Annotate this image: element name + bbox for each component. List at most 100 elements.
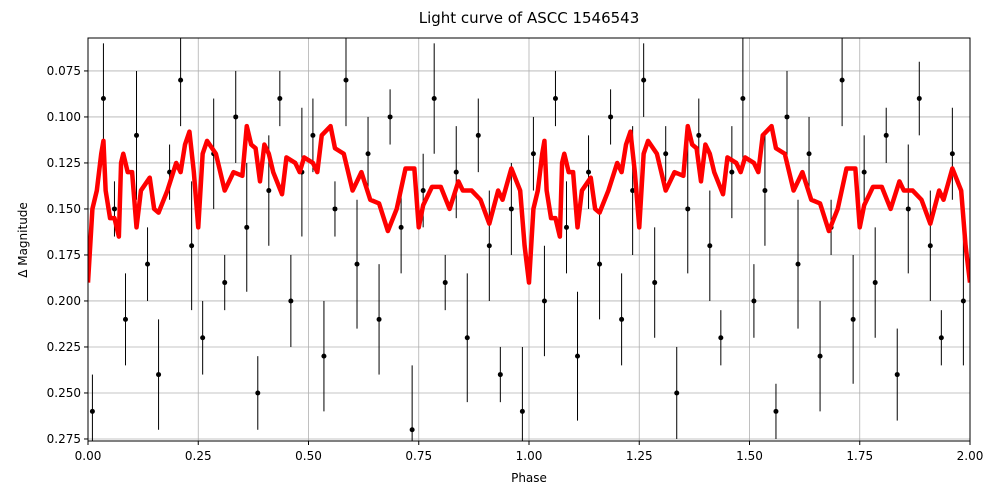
axes: 0.00 0.25 0.50 0.75 1.00 1.25 1.50 1.75 2.00 0.07…	[47, 64, 984, 463]
data-point	[729, 169, 735, 175]
data-point	[288, 298, 294, 304]
data-point	[927, 243, 933, 249]
x-tick-label: 1.00	[516, 449, 543, 463]
y-tick-label: 0.275	[47, 432, 81, 446]
y-tick-label: 0.250	[47, 386, 81, 400]
data-point	[718, 335, 724, 341]
data-point	[685, 206, 691, 212]
data-point	[156, 372, 162, 378]
x-tick-label: 1.50	[736, 449, 763, 463]
data-point	[641, 77, 647, 83]
data-point	[244, 224, 250, 230]
data-point	[519, 408, 525, 414]
x-tick-label: 0.25	[185, 449, 212, 463]
data-point	[134, 132, 140, 138]
data-point	[409, 427, 415, 433]
data-point	[773, 408, 779, 414]
data-point	[872, 280, 878, 286]
data-point	[420, 188, 426, 194]
data-point	[464, 335, 470, 341]
data-point	[122, 316, 128, 322]
data-point	[762, 188, 768, 194]
y-tick-label: 0.175	[47, 248, 81, 262]
data-point	[431, 96, 437, 102]
data-point	[707, 243, 713, 249]
data-point	[740, 96, 746, 102]
data-point	[387, 114, 393, 120]
data-point	[321, 353, 327, 359]
y-tick-label: 0.075	[47, 64, 81, 78]
data-point	[861, 169, 867, 175]
data-point	[817, 353, 823, 359]
data-point	[100, 96, 106, 102]
data-point	[608, 114, 614, 120]
data-point	[894, 372, 900, 378]
data-point	[89, 408, 95, 414]
data-point	[850, 316, 856, 322]
chart-title: Light curve of ASCC 1546543	[419, 9, 640, 27]
data-point	[806, 151, 812, 157]
y-tick-label: 0.150	[47, 202, 81, 216]
data-point	[541, 298, 547, 304]
data-point	[398, 224, 404, 230]
data-point	[222, 280, 228, 286]
x-tick-label: 0.00	[75, 449, 102, 463]
data-point	[310, 132, 316, 138]
y-axis-label: Δ Magnitude	[16, 202, 30, 278]
x-tick-label: 0.75	[405, 449, 432, 463]
data-point	[960, 298, 966, 304]
data-point	[795, 261, 801, 267]
data-point	[563, 224, 569, 230]
data-point	[630, 188, 636, 194]
data-point	[442, 280, 448, 286]
data-point	[586, 169, 592, 175]
data-point	[365, 151, 371, 157]
data-point	[277, 96, 283, 102]
x-tick-label: 1.75	[846, 449, 873, 463]
data-point	[674, 390, 680, 396]
x-tick-label: 0.50	[295, 449, 322, 463]
data-point	[266, 188, 272, 194]
data-point	[111, 206, 117, 212]
plot-frame	[87, 37, 971, 442]
y-tick-label: 0.100	[47, 110, 81, 124]
data-point	[696, 132, 702, 138]
data-point	[905, 206, 911, 212]
data-point	[486, 243, 492, 249]
data-point	[233, 114, 239, 120]
plot-area	[88, 38, 970, 441]
data-point	[343, 77, 349, 83]
data-point	[784, 114, 790, 120]
data-point	[652, 280, 658, 286]
data-point	[938, 335, 944, 341]
x-axis-label: Phase	[511, 471, 547, 485]
y-tick-label: 0.200	[47, 294, 81, 308]
data-point	[508, 206, 514, 212]
y-tick-label: 0.225	[47, 340, 81, 354]
data-point	[178, 77, 184, 83]
data-point	[751, 298, 757, 304]
data-point	[189, 243, 195, 249]
data-point	[839, 77, 845, 83]
data-point	[949, 151, 955, 157]
data-point	[453, 169, 459, 175]
data-point	[552, 96, 558, 102]
data-point	[200, 335, 206, 341]
x-tick-label: 1.25	[626, 449, 653, 463]
data-point	[497, 372, 503, 378]
binned-curve	[88, 123, 970, 285]
data-point	[354, 261, 360, 267]
data-point	[376, 316, 382, 322]
data-point	[619, 316, 625, 322]
grid	[87, 38, 971, 441]
data-point	[475, 132, 481, 138]
data-point	[916, 96, 922, 102]
x-tick-label: 2.00	[957, 449, 984, 463]
data-point	[255, 390, 261, 396]
data-point	[663, 151, 669, 157]
data-point	[575, 353, 581, 359]
data-point	[332, 206, 338, 212]
data-point	[145, 261, 151, 267]
y-tick-label: 0.125	[47, 156, 81, 170]
